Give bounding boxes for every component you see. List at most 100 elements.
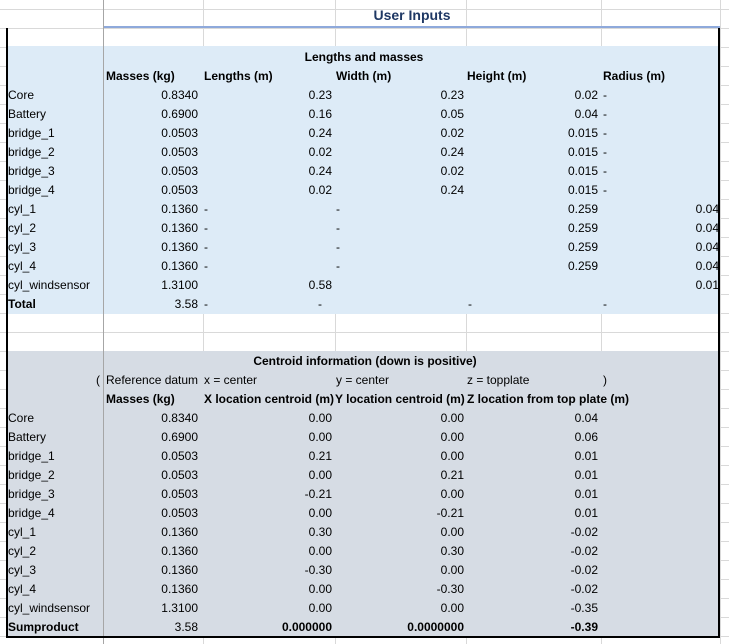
x-centroid-value: 0.00 [308,544,332,558]
grid-col-line [335,0,336,644]
header-masses: Masses (kg) [106,69,175,83]
row-label: bridge_4 [8,183,55,197]
extra-value: 0.01 [695,278,719,292]
mass-value: 0.8340 [161,88,198,102]
row-label: bridge_1 [8,126,55,140]
row-label: bridge_3 [8,164,55,178]
x-centroid-value: 0.00 [308,601,332,615]
mass-value: 3.58 [174,297,198,311]
header-radius: Radius (m) [603,69,666,83]
radius-dash [603,276,623,295]
radius-value: 0.015 [567,145,598,159]
row-label: cyl_windsensor [8,601,91,615]
table-row: bridge_4 0.0503 0.00 -0.21 0.01 [0,504,729,523]
length-value [204,162,224,181]
z-centroid-value: -0.02 [570,525,598,539]
z-centroid-value: -0.35 [570,601,598,615]
row-label: Battery [8,107,47,121]
row-label: bridge_3 [8,487,55,501]
y-centroid-value: 0.21 [440,468,464,482]
lengths-masses-panel [6,46,720,314]
table-row: bridge_2 0.0503 0.02 0.24 0.015- [0,143,729,162]
mass-value: 0.6900 [161,107,198,121]
radius-value: 0.259 [567,221,598,235]
mass-value: 0.0503 [161,145,198,159]
row-label: Core [8,88,35,102]
grid-row-line [0,9,729,10]
table-row: cyl_3 0.1360- -0.259 0.04 [0,238,729,257]
row-label: bridge_2 [8,468,55,482]
row-label: bridge_4 [8,506,55,520]
row-label: cyl_2 [8,544,37,558]
centroid-panel [6,351,720,638]
table-row: cyl_1 0.1360- -0.259 0.04 [0,200,729,219]
width-value: 0.02 [308,145,332,159]
header-height: Height (m) [467,69,527,83]
width-value: - [336,259,340,273]
length-value [204,181,224,200]
mass-value: 3.58 [174,620,198,634]
height-value [368,257,464,276]
radius-dash [603,200,623,219]
radius-value: - [603,297,607,311]
width-value: 0.24 [308,164,332,178]
radius-value: 0.259 [567,259,598,273]
radius-dash [603,219,623,238]
radius-value: 0.015 [567,126,598,140]
height-value: 0.02 [440,126,464,140]
mass-value: 0.0503 [161,468,198,482]
width-value: 0.16 [308,107,332,121]
y-centroid-value: 0.00 [440,411,464,425]
extra-value [640,124,719,143]
length-value [204,143,224,162]
y-centroid-value: 0.00 [440,601,464,615]
table-row: bridge_1 0.0503 0.24 0.02 0.015- [0,124,729,143]
extra-value: 0.04 [695,221,719,235]
grid-col-line [466,0,467,644]
height-value: 0.05 [440,107,464,121]
y-centroid-value: -0.21 [436,506,464,520]
table-row: Battery 0.6900 0.00 0.00 0.06 [0,428,729,447]
height-value [368,276,464,295]
width-value: - [318,297,322,311]
mass-value: 0.0503 [161,164,198,178]
y-centroid-value: 0.00 [440,525,464,539]
z-centroid-value: 0.01 [574,487,598,501]
row-label: cyl_3 [8,563,37,577]
table-row: cyl_windsensor 1.3100 0.58 0.01 [0,276,729,295]
row-label: Battery [8,430,47,444]
mass-value: 0.0503 [161,183,198,197]
table-row: cyl_1 0.1360 0.30 0.00 -0.02 [0,523,729,542]
mass-value: 0.1360 [161,582,198,596]
mass-value: 0.1360 [161,525,198,539]
row-label: Core [8,411,35,425]
extra-value [640,105,719,124]
x-centroid-value: 0.00 [308,430,332,444]
width-value: 0.23 [308,88,332,102]
row-label: cyl_windsensor [8,278,91,292]
z-centroid-value: -0.02 [570,582,598,596]
row-label: cyl_4 [8,259,37,273]
mass-value: 0.1360 [161,240,198,254]
mass-value: 0.0503 [161,487,198,501]
table-row: cyl_4 0.1360 0.00 -0.30 -0.02 [0,580,729,599]
width-value: 0.24 [308,126,332,140]
row-label: cyl_4 [8,582,37,596]
section2-header-row: Masses (kg) X location centroid (m) Y lo… [0,390,729,409]
width-value: - [336,240,340,254]
row-label: bridge_1 [8,449,55,463]
mass-value: 0.0503 [161,126,198,140]
radius-value: 0.015 [567,164,598,178]
radius-value: 0.259 [567,202,598,216]
y-centroid-value: 0.0000000 [407,620,464,634]
extra-value: 0.04 [695,240,719,254]
grid-col-line [601,0,602,644]
radius-dash: - [603,126,607,140]
width-value: - [336,202,340,216]
x-centroid-value: -0.30 [304,563,332,577]
z-centroid-value: 0.01 [574,506,598,520]
total-row: Total 3.58- - - - [0,295,729,314]
table-row: bridge_3 0.0503 0.24 0.02 0.015- [0,162,729,181]
radius-dash [603,257,623,276]
mass-value: 1.3100 [161,278,198,292]
